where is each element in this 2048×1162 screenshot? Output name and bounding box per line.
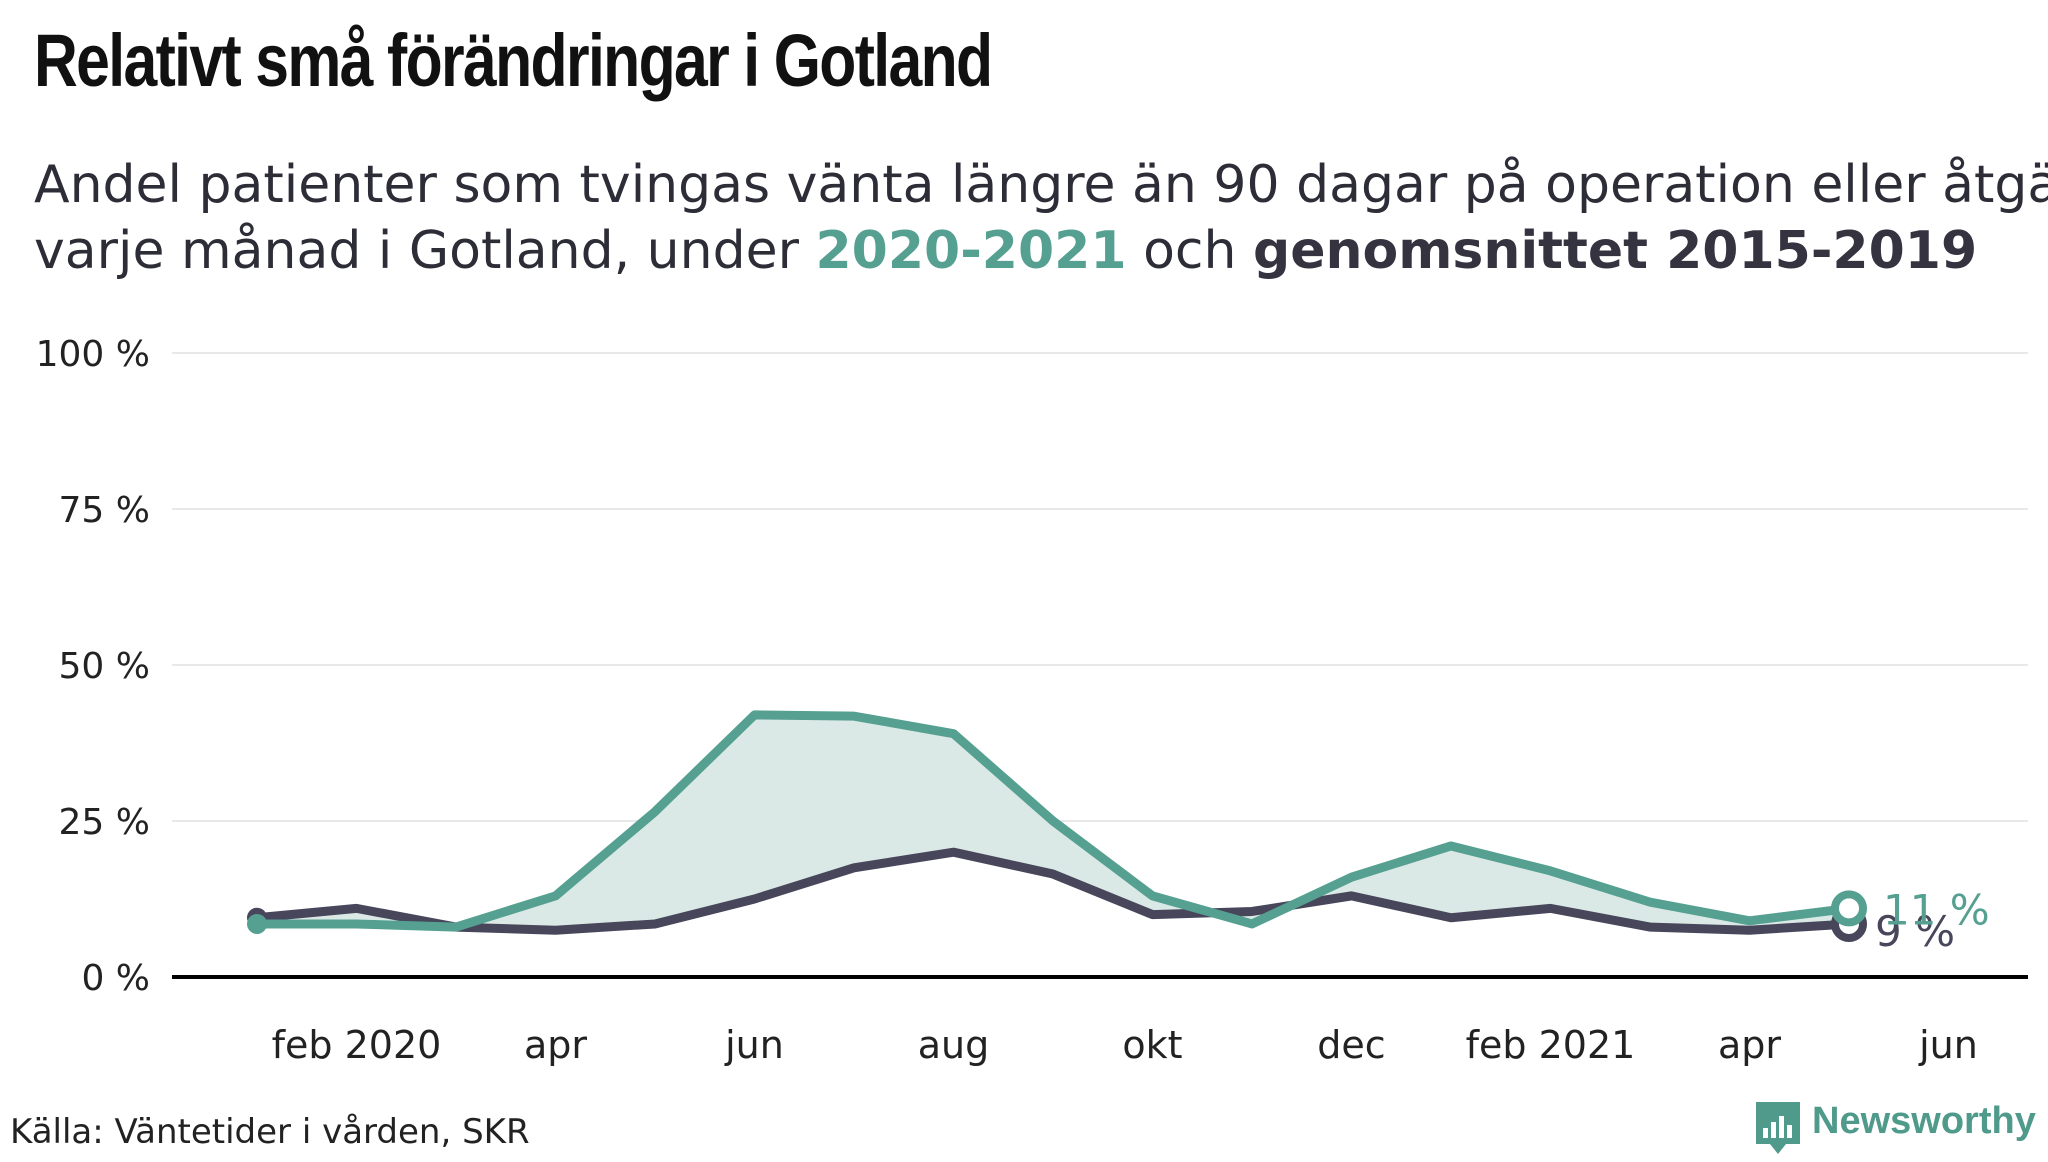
label-layer: 0 % 25 % 50 % 75 % 100 % feb 2020 apr jun aug okt… bbox=[36, 334, 1990, 1067]
x-tick-label: jun bbox=[1918, 1023, 1978, 1067]
chart-title: Relativt små förändringar i Gotland bbox=[34, 19, 993, 102]
grid-layer bbox=[172, 352, 2028, 822]
subtitle-line2-mid: och bbox=[1126, 221, 1253, 281]
brand-name: Newsworthy bbox=[1812, 1100, 2036, 1142]
y-tick-label: 50 % bbox=[59, 646, 150, 687]
x-tick-label: apr bbox=[1718, 1023, 1781, 1067]
source-note: Källa: Väntetider i vården, SKR bbox=[10, 1112, 530, 1152]
y-tick-label: 100 % bbox=[36, 334, 150, 375]
bar-chart-icon bbox=[1756, 1102, 1800, 1154]
average-end-label: 9 % bbox=[1875, 907, 1955, 956]
y-tick-label: 75 % bbox=[59, 490, 150, 531]
y-tick-label: 25 % bbox=[59, 802, 150, 843]
chart-subtitle: Andel patienter som tvingas vänta längre… bbox=[34, 152, 2048, 284]
subtitle-highlight-2020-2021: 2020-2021 bbox=[815, 221, 1127, 281]
subtitle-line1: Andel patienter som tvingas vänta längre… bbox=[34, 155, 2048, 215]
subtitle-highlight-average: genomsnittet 2015-2019 bbox=[1252, 221, 1978, 281]
x-tick-label: feb 2021 bbox=[1466, 1023, 1636, 1067]
average-series-line bbox=[252, 847, 1854, 935]
subtitle-line2-prefix: varje månad i Gotland, under bbox=[34, 221, 816, 281]
x-tick-label: jun bbox=[724, 1023, 784, 1067]
series-2020-2021-line bbox=[252, 710, 1854, 932]
x-tick-label: dec bbox=[1317, 1023, 1385, 1067]
line-layer bbox=[247, 710, 1867, 942]
series-2020-2021-start-point bbox=[247, 913, 267, 934]
x-tick-label: apr bbox=[524, 1023, 587, 1067]
series-2020-2021-end-point bbox=[1831, 890, 1867, 927]
x-tick-label: aug bbox=[918, 1023, 990, 1067]
line-chart: 0 % 25 % 50 % 75 % 100 % feb 2020 apr jun aug okt… bbox=[36, 334, 2028, 1067]
y-tick-label: 0 % bbox=[81, 958, 150, 999]
x-tick-label: feb 2020 bbox=[272, 1023, 442, 1067]
series-2020-2021-end-label: 11 % bbox=[1883, 885, 1990, 934]
x-tick-label: okt bbox=[1122, 1023, 1182, 1067]
